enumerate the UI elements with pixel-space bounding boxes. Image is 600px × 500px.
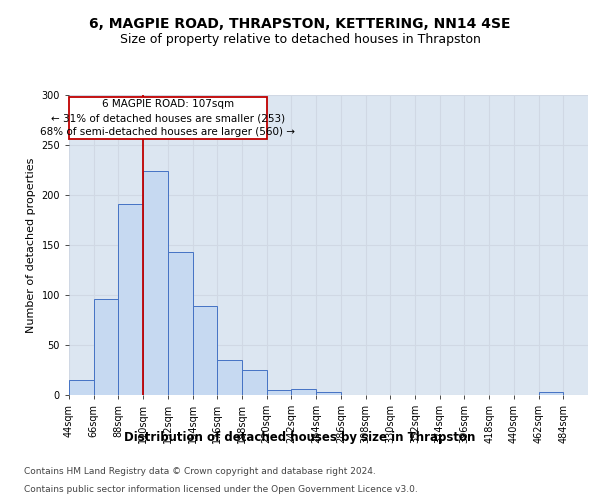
Text: 6 MAGPIE ROAD: 107sqm
← 31% of detached houses are smaller (253)
68% of semi-det: 6 MAGPIE ROAD: 107sqm ← 31% of detached … (40, 99, 295, 137)
Text: 6, MAGPIE ROAD, THRAPSTON, KETTERING, NN14 4SE: 6, MAGPIE ROAD, THRAPSTON, KETTERING, NN… (89, 18, 511, 32)
Text: Contains public sector information licensed under the Open Government Licence v3: Contains public sector information licen… (24, 485, 418, 494)
Y-axis label: Number of detached properties: Number of detached properties (26, 158, 36, 332)
Bar (539, 392, 563, 395)
Bar (69, 380, 94, 395)
Bar (193, 306, 217, 395)
Bar (168, 252, 193, 395)
Bar (217, 360, 242, 395)
Text: Contains HM Land Registry data © Crown copyright and database right 2024.: Contains HM Land Registry data © Crown c… (24, 467, 376, 476)
Bar (267, 390, 292, 395)
Bar (292, 389, 316, 395)
Bar (143, 171, 168, 395)
Text: Size of property relative to detached houses in Thrapston: Size of property relative to detached ho… (119, 32, 481, 46)
FancyBboxPatch shape (69, 97, 267, 139)
Bar (94, 299, 118, 395)
Text: Distribution of detached houses by size in Thrapston: Distribution of detached houses by size … (124, 431, 476, 444)
Bar (118, 204, 143, 395)
Bar (242, 370, 267, 395)
Bar (316, 392, 341, 395)
